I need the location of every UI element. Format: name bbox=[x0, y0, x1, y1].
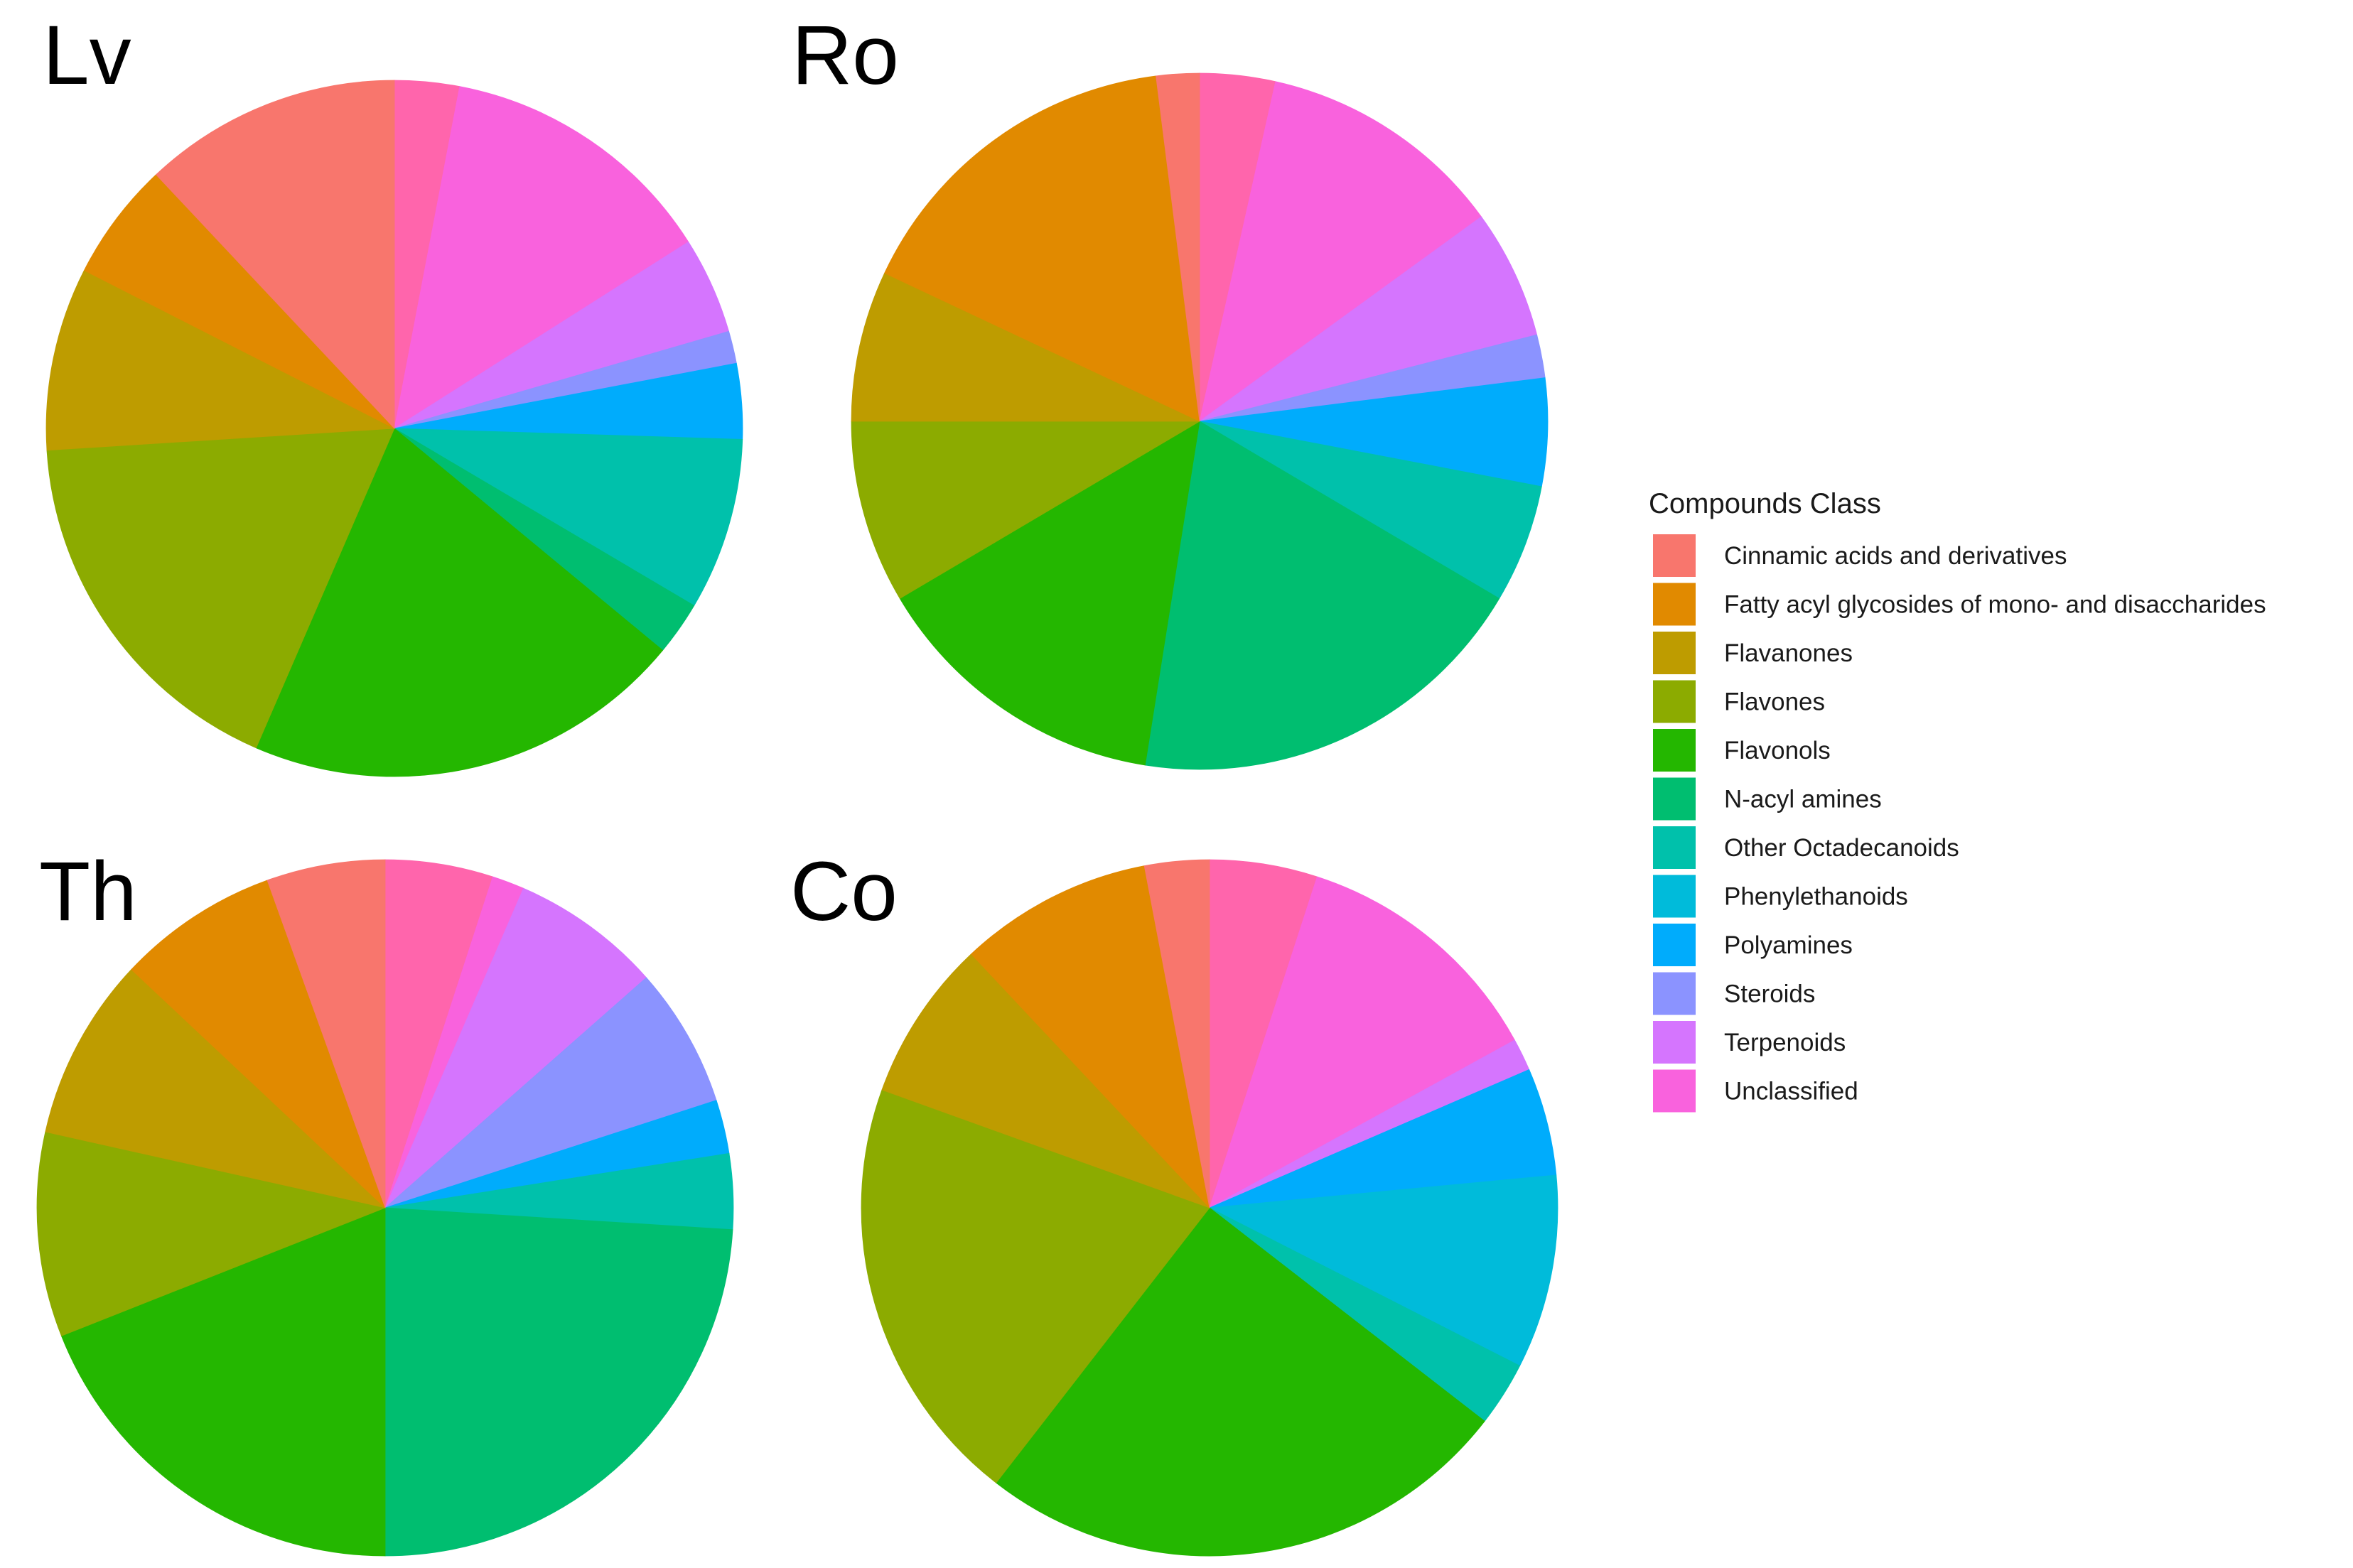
legend-label-fatty-acyl-glycosides-of-mono-and-disaccharides: Fatty acyl glycosides of mono- and disac… bbox=[1724, 591, 2266, 619]
pie-ro-slice-other-octadecanoids bbox=[1199, 421, 1542, 599]
pie-th-slice-unclassified bbox=[384, 859, 493, 1209]
pie-th-slice-steroids bbox=[384, 887, 647, 1209]
pie-lv-slice-flavones bbox=[46, 428, 395, 749]
pie-th-slice-n-acyl-amines bbox=[384, 1207, 733, 1557]
pie-co-slice-other-octadecanoids bbox=[1208, 1174, 1558, 1366]
pie-lv-slice-terpenoids bbox=[394, 86, 689, 429]
pie-co-slice-flavones bbox=[861, 1089, 1210, 1483]
legend-label-flavonols: Flavonols bbox=[1724, 737, 1831, 764]
pie-ro-slice-fatty-acyl-glycosides-of-mono-and-disaccharides bbox=[884, 75, 1200, 422]
pie-th-slice-fatty-acyl-glycosides-of-mono-and-disaccharides bbox=[131, 880, 386, 1209]
panel-label-ro: Ro bbox=[792, 9, 899, 102]
panel-label-co: Co bbox=[790, 845, 898, 939]
legend-label-flavanones: Flavanones bbox=[1724, 639, 1853, 667]
legend-key-fatty-acyl-glycosides-of-mono-and-disaccharides bbox=[1653, 583, 1696, 626]
panel-labels: Lv Ro Th Co bbox=[39, 9, 899, 939]
legend-title: Compounds Class bbox=[1649, 488, 1881, 519]
legend-label-n-acyl-amines: N-acyl amines bbox=[1724, 786, 1882, 813]
pie-co-slice-terpenoids bbox=[1209, 876, 1515, 1209]
legend-key-flavonols bbox=[1653, 729, 1696, 772]
pie-lv bbox=[45, 80, 743, 777]
pie-ro-slice-n-acyl-amines bbox=[1144, 421, 1500, 770]
legend-key-terpenoids bbox=[1653, 1021, 1696, 1064]
legend: Compounds Class Cinnamic acids and deriv… bbox=[1649, 488, 2266, 1113]
legend-label-polyamines: Polyamines bbox=[1724, 931, 1853, 959]
pie-lv-slice-flavonols bbox=[255, 428, 664, 777]
legend-label-other-octadecanoids: Other Octadecanoids bbox=[1724, 834, 1959, 862]
legend-label-steroids: Steroids bbox=[1724, 980, 1815, 1008]
pie-th-slice-flavonols bbox=[60, 1207, 386, 1557]
legend-key-polyamines bbox=[1653, 924, 1696, 966]
legend-key-cinnamic-acids-and-derivatives bbox=[1653, 534, 1696, 577]
legend-key-steroids bbox=[1653, 972, 1696, 1015]
pie-ro-slice-flavanones bbox=[851, 272, 1200, 422]
legend-key-other-octadecanoids bbox=[1653, 826, 1696, 869]
pie-co-slice-phenylethanoids bbox=[1209, 1069, 1557, 1209]
legend-key-flavones bbox=[1653, 680, 1696, 723]
pie-ro-slice-steroids bbox=[1199, 216, 1538, 422]
pie-co-slice-unclassified bbox=[1209, 859, 1318, 1209]
pie-ro bbox=[851, 72, 1549, 770]
legend-label-phenylethanoids: Phenylethanoids bbox=[1724, 883, 1908, 911]
pie-lv-slice-cinnamic-acids-and-derivatives bbox=[156, 80, 395, 430]
legend-label-flavones: Flavones bbox=[1724, 688, 1825, 716]
legend-label-cinnamic-acids-and-derivatives: Cinnamic acids and derivatives bbox=[1724, 542, 2067, 570]
pie-ro-slice-cinnamic-acids-and-derivatives bbox=[1156, 72, 1200, 422]
pie-co-slice-fatty-acyl-glycosides-of-mono-and-disaccharides bbox=[971, 865, 1210, 1209]
pie-th-slice-cinnamic-acids-and-derivatives bbox=[266, 859, 386, 1209]
panel-label-lv: Lv bbox=[43, 9, 131, 102]
pie-lv-slice-fatty-acyl-glycosides-of-mono-and-disaccharides bbox=[83, 174, 395, 429]
pie-co bbox=[861, 859, 1558, 1557]
pie-ro-slice-flavones bbox=[851, 421, 1201, 599]
pie-th-slice-polyamines bbox=[384, 977, 717, 1209]
legend-key-unclassified bbox=[1653, 1069, 1696, 1113]
pie-ro-slice-phenylethanoids bbox=[1199, 377, 1549, 487]
pie-th-slice-flavones bbox=[36, 1131, 387, 1336]
legend-key-n-acyl-amines bbox=[1653, 777, 1696, 821]
pie-co-slice-flavanones bbox=[881, 953, 1210, 1209]
legend-key-phenylethanoids bbox=[1653, 875, 1696, 918]
pie-th-slice-flavanones bbox=[45, 969, 387, 1209]
pie-ro-slice-flavonols bbox=[899, 421, 1200, 766]
pie-th bbox=[36, 859, 734, 1557]
legend-key-flavanones bbox=[1653, 632, 1696, 674]
panel-label-th: Th bbox=[39, 845, 137, 939]
pie-charts bbox=[36, 72, 1558, 1557]
pie-ro-slice-terpenoids bbox=[1199, 81, 1482, 422]
legend-label-unclassified: Unclassified bbox=[1724, 1078, 1858, 1105]
pie-co-slice-flavonols bbox=[996, 1207, 1485, 1557]
legend-label-terpenoids: Terpenoids bbox=[1724, 1029, 1846, 1056]
pie-lv-slice-other-octadecanoids bbox=[394, 428, 743, 606]
pie-lv-slice-flavanones bbox=[45, 270, 396, 451]
pie-co-slice-cinnamic-acids-and-derivatives bbox=[1143, 859, 1210, 1209]
